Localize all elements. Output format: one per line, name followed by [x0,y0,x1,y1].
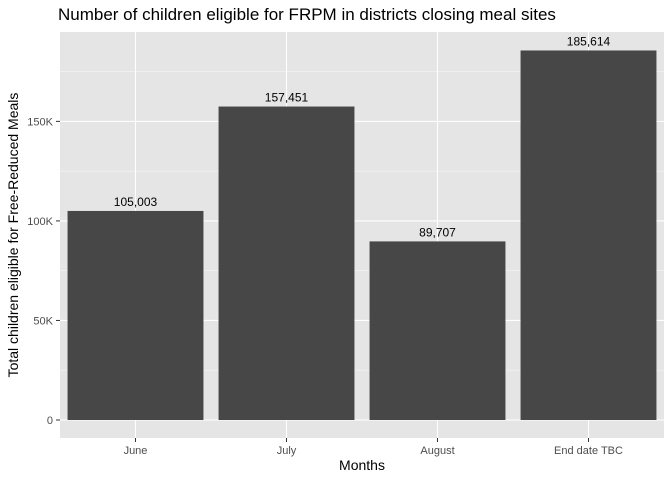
data-label: 157,451 [265,91,309,105]
bar-end-date-tbc [520,50,657,421]
x-tick-label: July [277,445,297,457]
data-label: 89,707 [419,225,456,239]
bar-july [218,106,355,421]
data-label: 185,614 [567,34,611,48]
chart-title: Number of children eligible for FRPM in … [58,5,556,24]
data-labels: 105,003 157,451 89,707 185,614 [114,34,611,239]
bar-august [369,241,506,420]
x-axis: June July August End date TBC [124,438,623,457]
bars [67,50,657,421]
x-tick-label: August [420,445,454,457]
y-tick-label: 50K [33,315,53,327]
y-tick-label: 150K [27,116,53,128]
bar-june [67,210,204,420]
y-tick-label: 100K [27,216,53,228]
x-tick-label: End date TBC [554,445,623,457]
x-axis-title: Months [339,457,385,473]
x-tick-label: June [124,445,148,457]
y-axis-title: Total children eligible for Free-Reduced… [5,93,21,378]
data-label: 105,003 [114,195,158,209]
y-axis: 0 50K 100K 150K [27,116,60,427]
y-tick-label: 0 [47,415,53,427]
